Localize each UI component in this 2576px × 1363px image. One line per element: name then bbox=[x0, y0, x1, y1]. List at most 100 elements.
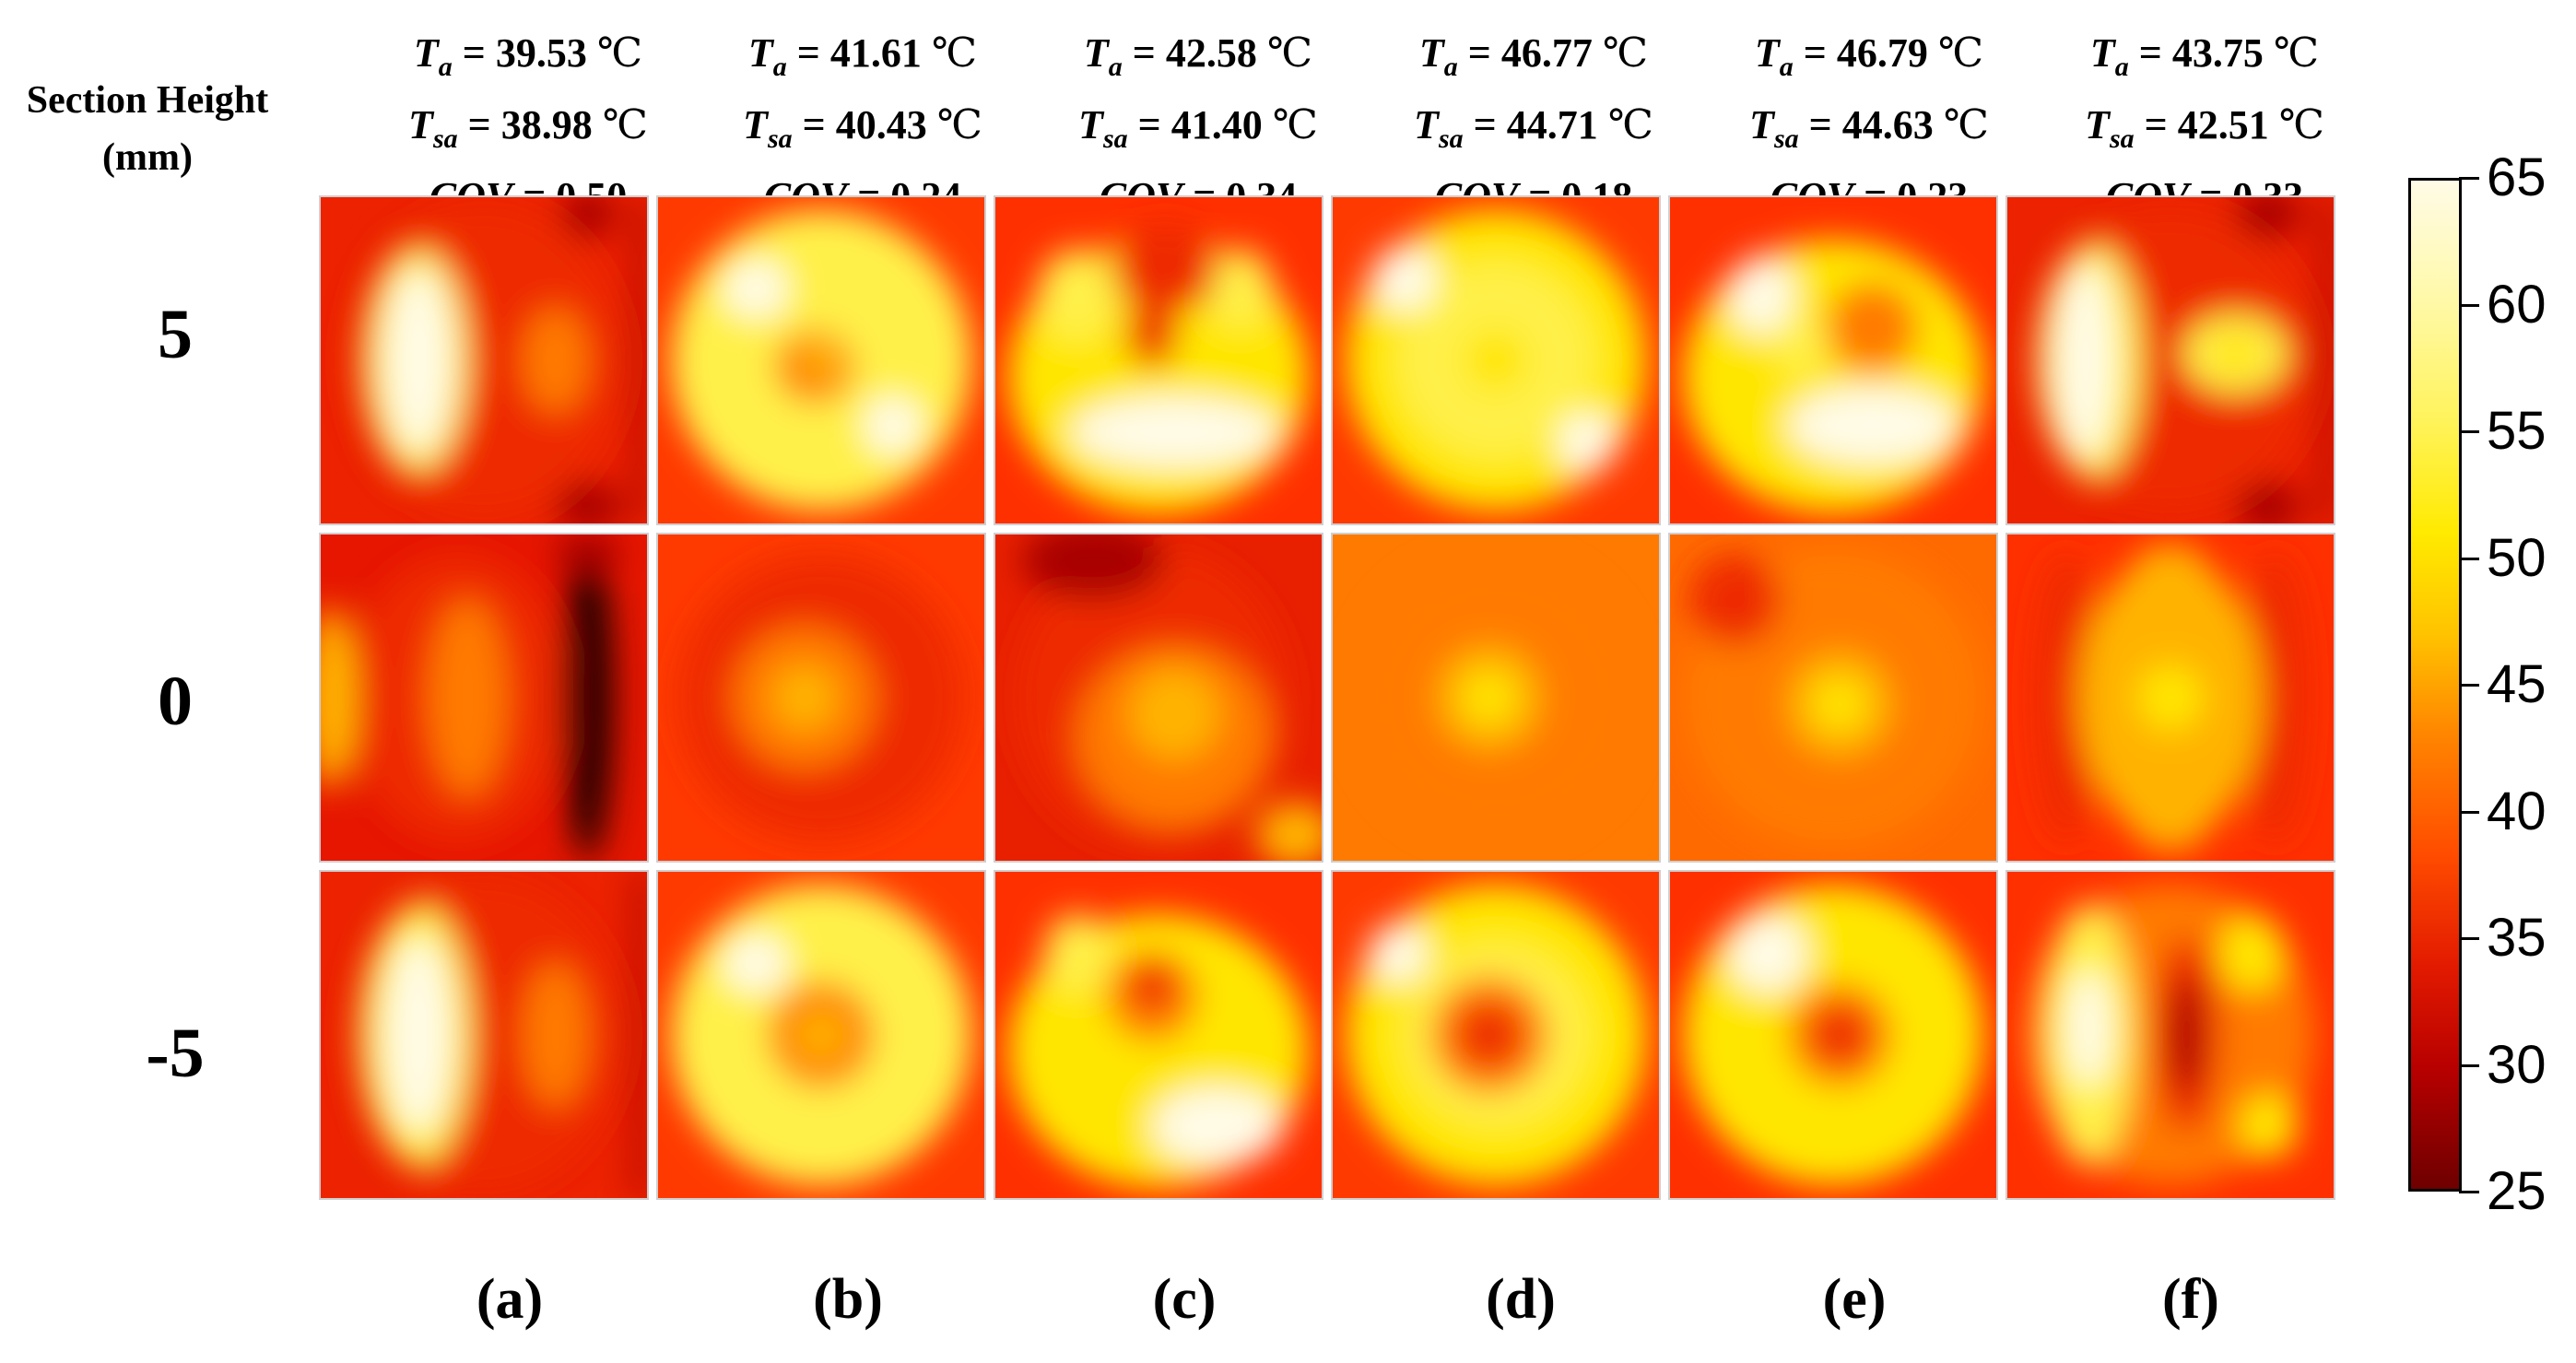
ta-unit: ℃ bbox=[2273, 30, 2320, 76]
colorbar-tick-label: 65 bbox=[2487, 147, 2547, 207]
heatmap-field bbox=[995, 197, 1322, 523]
heatmap-cell bbox=[1331, 195, 1661, 525]
tsa-symbol: T bbox=[1078, 101, 1103, 147]
tsa-subscript: sa bbox=[2109, 123, 2135, 154]
tsa-unit: ℃ bbox=[1607, 101, 1653, 147]
heatmap-cell bbox=[2006, 195, 2335, 525]
heatmap-field bbox=[1670, 535, 1996, 861]
heatmap-field bbox=[2007, 535, 2334, 861]
tsa-value: = 40.43 bbox=[792, 101, 937, 147]
colorbar-tick bbox=[2459, 177, 2479, 180]
heatmap-cell bbox=[656, 870, 986, 1200]
heatmap-field bbox=[658, 872, 984, 1198]
colorbar-tick-label: 50 bbox=[2487, 527, 2547, 588]
heatmap-cell bbox=[1668, 195, 1998, 525]
heatmap-cell bbox=[994, 533, 1323, 863]
colorbar-tick-label: 40 bbox=[2487, 781, 2547, 841]
row-label-5: 5 bbox=[158, 296, 193, 373]
ta-subscript: a bbox=[1108, 51, 1123, 82]
tsa-line: Tsa = 41.40 ℃ bbox=[1023, 96, 1373, 168]
tsa-symbol: T bbox=[408, 101, 433, 147]
ta-symbol: T bbox=[1083, 30, 1109, 76]
heatmap-cell bbox=[319, 870, 649, 1200]
colorbar-tick bbox=[2459, 303, 2479, 307]
colorbar-tick bbox=[2459, 937, 2479, 940]
tsa-subscript: sa bbox=[432, 123, 458, 154]
heatmap-cell bbox=[656, 195, 986, 525]
ta-unit: ℃ bbox=[1602, 30, 1649, 76]
ta-subscript: a bbox=[1443, 51, 1458, 82]
tsa-subscript: sa bbox=[1102, 123, 1128, 154]
row-label-0: 0 bbox=[158, 663, 193, 740]
heatmap-field bbox=[995, 535, 1322, 861]
tsa-value: = 38.98 bbox=[457, 101, 603, 147]
colorbar-tick-label: 30 bbox=[2487, 1034, 2547, 1095]
tsa-subscript: sa bbox=[767, 123, 793, 154]
tsa-line: Tsa = 42.51 ℃ bbox=[2029, 96, 2380, 168]
tsa-value: = 44.71 bbox=[1463, 101, 1608, 147]
tsa-line: Tsa = 38.98 ℃ bbox=[353, 96, 703, 168]
heatmap-cell bbox=[656, 533, 986, 863]
ta-value: = 42.58 bbox=[1122, 30, 1267, 76]
ta-line: Ta = 43.75 ℃ bbox=[2029, 24, 2380, 96]
ta-value: = 43.75 bbox=[2128, 30, 2274, 76]
tsa-symbol: T bbox=[1414, 101, 1439, 147]
column-label: (c) bbox=[1152, 1268, 1217, 1331]
heatmap-field bbox=[1333, 872, 1659, 1198]
ta-unit: ℃ bbox=[1937, 30, 1984, 76]
colorbar bbox=[2408, 178, 2462, 1192]
heatmap-cell bbox=[1668, 533, 1998, 863]
column-label: (d) bbox=[1486, 1268, 1556, 1331]
y-axis-label-line2: (mm) bbox=[102, 136, 193, 179]
row-label-minus5: -5 bbox=[146, 1015, 205, 1092]
tsa-unit: ℃ bbox=[1943, 101, 1989, 147]
ta-subscript: a bbox=[2114, 51, 2129, 82]
heatmap-cell bbox=[1331, 870, 1661, 1200]
ta-symbol: T bbox=[1418, 30, 1444, 76]
colorbar-tick bbox=[2459, 1191, 2479, 1193]
colorbar-tick-label: 45 bbox=[2487, 654, 2547, 714]
column-label: (f) bbox=[2162, 1268, 2219, 1331]
colorbar-tick bbox=[2459, 557, 2479, 560]
heatmap-cell bbox=[2006, 870, 2335, 1200]
tsa-subscript: sa bbox=[1773, 123, 1799, 154]
ta-value: = 41.61 bbox=[786, 30, 932, 76]
colorbar-tick-label: 60 bbox=[2487, 274, 2547, 335]
heatmap-field bbox=[995, 872, 1322, 1198]
ta-symbol: T bbox=[1754, 30, 1780, 76]
tsa-line: Tsa = 44.63 ℃ bbox=[1694, 96, 2044, 168]
ta-unit: ℃ bbox=[596, 30, 643, 76]
ta-value: = 46.79 bbox=[1793, 30, 1938, 76]
column-label: (b) bbox=[813, 1268, 883, 1331]
heatmap-field bbox=[321, 197, 647, 523]
y-axis-label: Section Height (mm) bbox=[0, 72, 295, 186]
tsa-unit: ℃ bbox=[602, 101, 648, 147]
ta-value: = 39.53 bbox=[452, 30, 597, 76]
colorbar-tick-label: 55 bbox=[2487, 401, 2547, 461]
heatmap-field bbox=[321, 872, 647, 1198]
ta-line: Ta = 42.58 ℃ bbox=[1023, 24, 1373, 96]
column-label: (a) bbox=[476, 1268, 544, 1331]
ta-subscript: a bbox=[438, 51, 453, 82]
heatmap-field bbox=[658, 197, 984, 523]
tsa-unit: ℃ bbox=[2278, 101, 2324, 147]
heatmap-cell bbox=[1331, 533, 1661, 863]
tsa-line: Tsa = 44.71 ℃ bbox=[1359, 96, 1709, 168]
ta-symbol: T bbox=[413, 30, 439, 76]
heatmap-field bbox=[1333, 197, 1659, 523]
heatmap-cell bbox=[994, 870, 1323, 1200]
ta-line: Ta = 46.77 ℃ bbox=[1359, 24, 1709, 96]
ta-line: Ta = 46.79 ℃ bbox=[1694, 24, 2044, 96]
ta-symbol: T bbox=[747, 30, 773, 76]
tsa-subscript: sa bbox=[1438, 123, 1464, 154]
ta-symbol: T bbox=[2089, 30, 2115, 76]
heatmap-cell bbox=[2006, 533, 2335, 863]
tsa-symbol: T bbox=[743, 101, 768, 147]
tsa-unit: ℃ bbox=[936, 101, 982, 147]
tsa-symbol: T bbox=[1749, 101, 1774, 147]
tsa-unit: ℃ bbox=[1272, 101, 1318, 147]
heatmap-field bbox=[2007, 197, 2334, 523]
heatmap-field bbox=[1670, 197, 1996, 523]
ta-subscript: a bbox=[1779, 51, 1794, 82]
tsa-value: = 44.63 bbox=[1798, 101, 1944, 147]
